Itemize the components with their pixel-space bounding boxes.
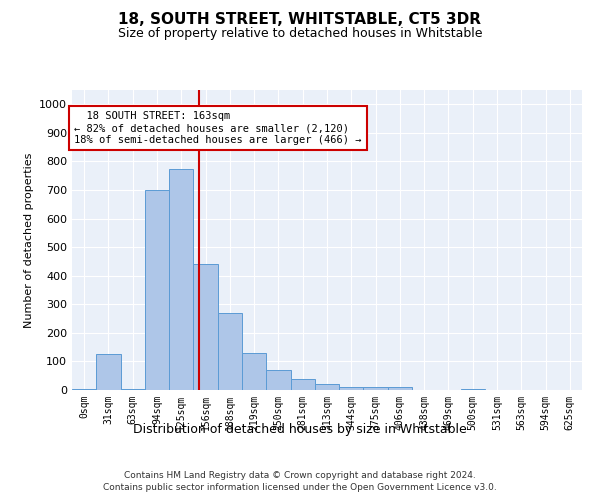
Bar: [96, 354, 121, 390]
Y-axis label: Number of detached properties: Number of detached properties: [23, 152, 34, 328]
Bar: [218, 313, 242, 390]
Bar: [461, 388, 485, 390]
Bar: [290, 379, 315, 390]
Bar: [315, 384, 339, 390]
Bar: [339, 386, 364, 390]
Bar: [121, 388, 145, 390]
Bar: [145, 190, 169, 390]
Text: Size of property relative to detached houses in Whitstable: Size of property relative to detached ho…: [118, 28, 482, 40]
Bar: [388, 386, 412, 390]
Text: Contains public sector information licensed under the Open Government Licence v3: Contains public sector information licen…: [103, 484, 497, 492]
Text: 18 SOUTH STREET: 163sqm  
← 82% of detached houses are smaller (2,120)
18% of se: 18 SOUTH STREET: 163sqm ← 82% of detache…: [74, 112, 361, 144]
Bar: [72, 388, 96, 390]
Bar: [242, 353, 266, 390]
Text: Contains HM Land Registry data © Crown copyright and database right 2024.: Contains HM Land Registry data © Crown c…: [124, 471, 476, 480]
Bar: [193, 264, 218, 390]
Text: Distribution of detached houses by size in Whitstable: Distribution of detached houses by size …: [133, 422, 467, 436]
Bar: [364, 386, 388, 390]
Bar: [266, 370, 290, 390]
Bar: [169, 168, 193, 390]
Text: 18, SOUTH STREET, WHITSTABLE, CT5 3DR: 18, SOUTH STREET, WHITSTABLE, CT5 3DR: [119, 12, 482, 28]
